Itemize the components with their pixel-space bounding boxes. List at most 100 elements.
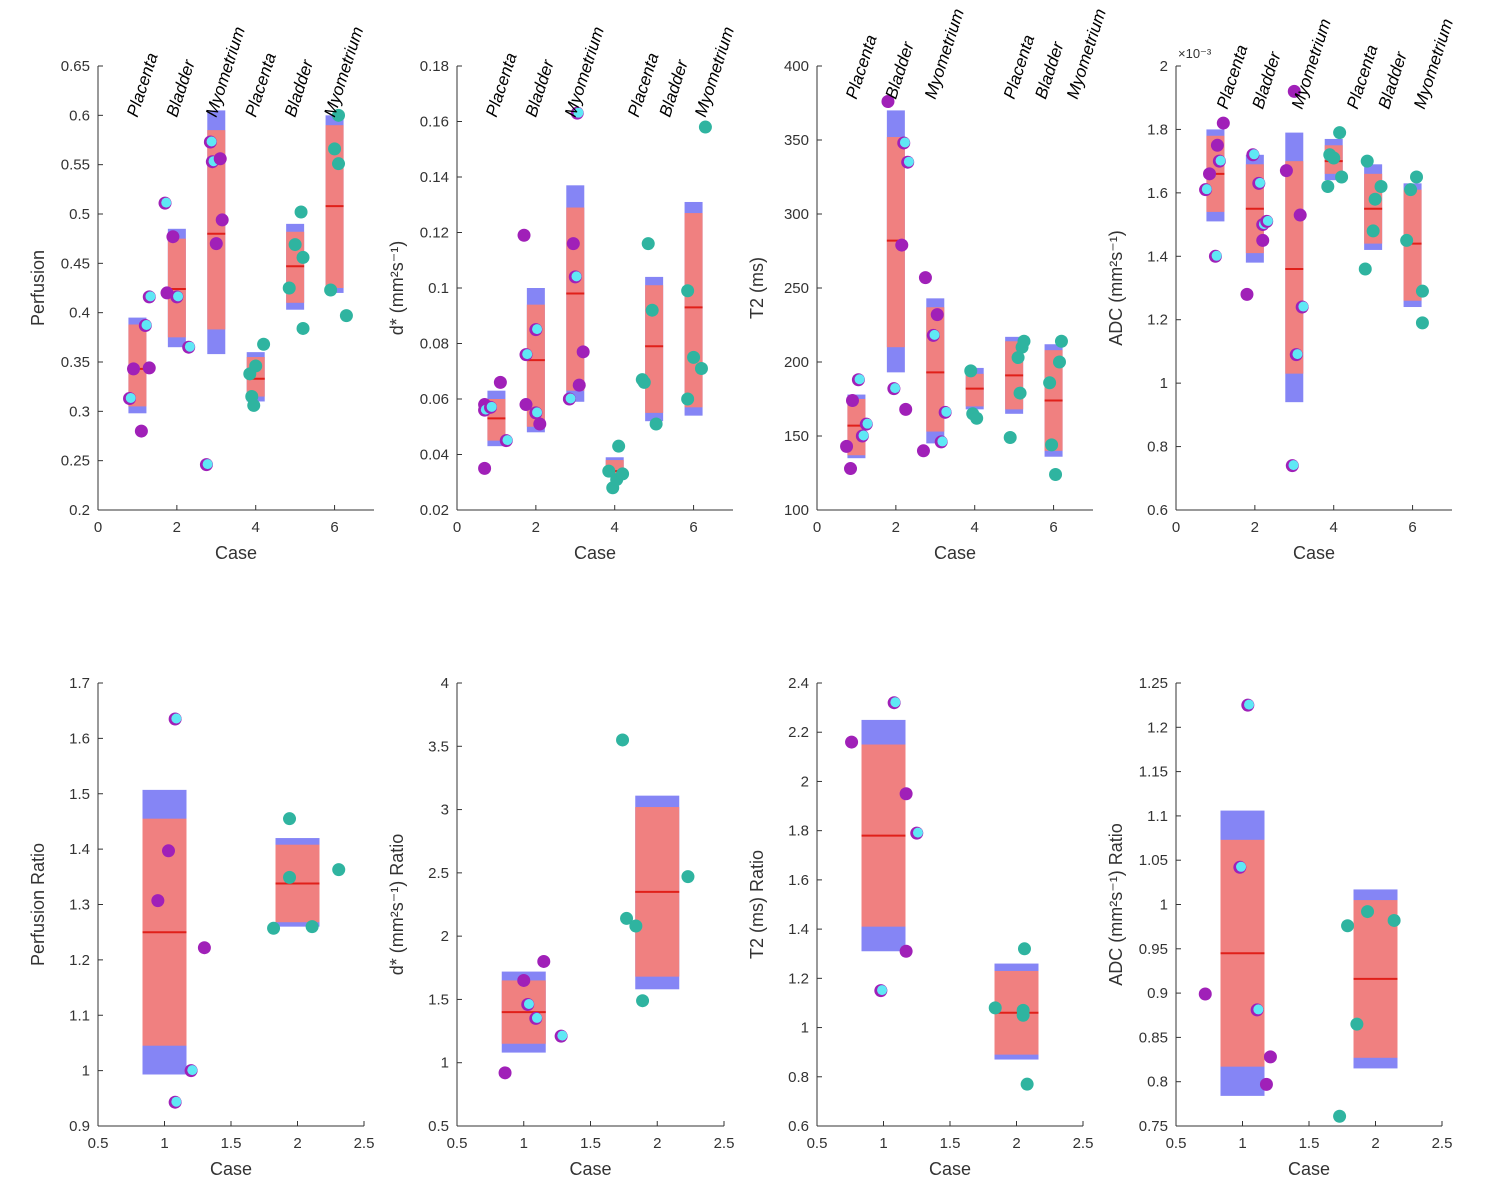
y-tick-label: 300 (784, 206, 809, 223)
data-point-highlight-overlay (184, 341, 195, 352)
data-point (1368, 192, 1382, 206)
data-point (1350, 1017, 1364, 1031)
data-point (517, 973, 531, 987)
x-axis-label: Case (1293, 543, 1335, 563)
y-tick-label: 0.2 (69, 502, 90, 519)
data-point (988, 1001, 1002, 1015)
y-tick-label: 0.18 (420, 58, 449, 75)
data-point-highlight-overlay (531, 1012, 542, 1023)
data-point-highlight-overlay (1215, 155, 1226, 166)
y-tick-label: 1.2 (69, 952, 90, 969)
y-tick-label: 350 (784, 132, 809, 149)
data-point (1013, 386, 1027, 400)
data-point-highlight-overlay (171, 713, 182, 724)
data-point (641, 237, 655, 251)
y-tick-label: 3.5 (428, 738, 449, 755)
y-tick-label: 1.1 (69, 1007, 90, 1024)
x-tick-label: 1.5 (940, 1135, 961, 1152)
y-tick-label: 0.06 (420, 391, 449, 408)
y-tick-label: 0.8 (788, 1069, 809, 1086)
y-tick-label: 0.75 (1139, 1118, 1168, 1135)
x-tick-label: 2 (532, 519, 540, 536)
data-point (1327, 151, 1341, 165)
data-point (1333, 1109, 1347, 1123)
data-point-highlight-overlay (486, 401, 497, 412)
box-iqr (1403, 189, 1422, 301)
data-point (1263, 1050, 1277, 1064)
y-tick-label: 0.02 (420, 502, 449, 519)
data-point (899, 944, 913, 958)
y-tick-label: 1 (801, 1020, 809, 1037)
data-point (1256, 233, 1270, 247)
y-tick-label: 2.5 (428, 865, 449, 882)
x-axis-label: Case (574, 543, 616, 563)
y-axis-label: ADC (mm²s⁻¹) (1106, 230, 1126, 345)
data-point (282, 281, 296, 295)
data-point (332, 863, 346, 877)
box-iqr (207, 130, 226, 330)
data-point (1321, 180, 1335, 194)
data-point-highlight-overlay (532, 324, 543, 335)
chart-panel-bottom-adc: 0.75 0.8 0.85 0.9 0.95 1 1.05 1.1 1.15 1.2 1.25 0.5… (1106, 675, 1452, 1179)
y-tick-label: 400 (784, 58, 809, 75)
box-iqr (886, 137, 905, 348)
data-point (1374, 180, 1388, 194)
data-point (645, 303, 659, 317)
y-tick-label: 0.8 (1147, 439, 1168, 456)
data-point (305, 920, 319, 934)
data-point-highlight-overlay (941, 406, 952, 417)
y-tick-label: 1.05 (1139, 852, 1168, 869)
data-point (332, 108, 346, 122)
data-point-highlight-overlay (171, 1096, 182, 1107)
data-point (209, 237, 223, 251)
box-iqr (1285, 161, 1304, 374)
data-point (294, 205, 308, 219)
box-iqr (526, 304, 545, 427)
y-tick-label: 1.6 (1147, 185, 1168, 202)
y-axis-label: T2 (ms) (747, 257, 767, 319)
data-point (895, 238, 909, 252)
data-point-highlight-overlay (573, 107, 584, 118)
x-tick-label: 1.5 (1299, 1135, 1320, 1152)
x-tick-label: 1.5 (580, 1135, 601, 1152)
y-tick-label: 0.6 (788, 1118, 809, 1135)
chart-panel-bottom-perfusion: 0.9 1 1.1 1.2 1.3 1.4 1.5 1.6 1.7 0.5 1 1.5 2 2.5 Case… (28, 675, 374, 1179)
data-point (620, 911, 634, 925)
x-tick-label: 2 (1371, 1135, 1379, 1152)
box-iqr (965, 373, 984, 407)
data-point (249, 359, 263, 373)
data-point (1017, 942, 1031, 956)
data-point-highlight-overlay (854, 374, 865, 385)
data-point (1054, 334, 1068, 348)
data-point-highlight-overlay (125, 393, 136, 404)
data-point (160, 286, 174, 300)
y-tick-label: 2 (1160, 58, 1168, 75)
x-tick-label: 4 (1330, 519, 1338, 536)
data-point (1341, 919, 1355, 933)
data-point (1020, 1077, 1034, 1091)
chart-panel-bottom-dstar: 0.5 1 1.5 2 2.5 3 3.5 4 0.5 1 1.5 2 2.5 Case d* (mm²s⁻… (387, 675, 734, 1179)
data-point (324, 283, 338, 297)
y-axis-label: T2 (ms) Ratio (747, 850, 767, 959)
y-tick-label: 1 (82, 1063, 90, 1080)
data-point-highlight-overlay (1249, 149, 1260, 160)
data-point (498, 1066, 512, 1080)
x-axis-label: Case (1288, 1159, 1330, 1179)
y-tick-label: 2.4 (788, 675, 809, 692)
data-point-highlight-overlay (502, 435, 513, 446)
data-point-highlight-overlay (565, 393, 576, 404)
y-tick-label: 1 (441, 1055, 449, 1072)
x-axis-label: Case (215, 543, 257, 563)
data-point-highlight-overlay (187, 1065, 198, 1076)
data-point (964, 364, 978, 378)
x-tick-label: 0.5 (1166, 1135, 1187, 1152)
y-tick-label: 0.1 (428, 280, 449, 297)
x-axis-label: Case (210, 1159, 252, 1179)
y-tick-label: 200 (784, 354, 809, 371)
data-point (970, 411, 984, 425)
chart-panel-bottom-t2: 0.6 0.8 1 1.2 1.4 1.6 1.8 2 2.2 2.4 0.5 1 1.5 2 2.5 Cas… (747, 675, 1093, 1179)
x-tick-label: 0 (1172, 519, 1180, 536)
data-point (840, 439, 854, 453)
data-point (637, 375, 651, 389)
